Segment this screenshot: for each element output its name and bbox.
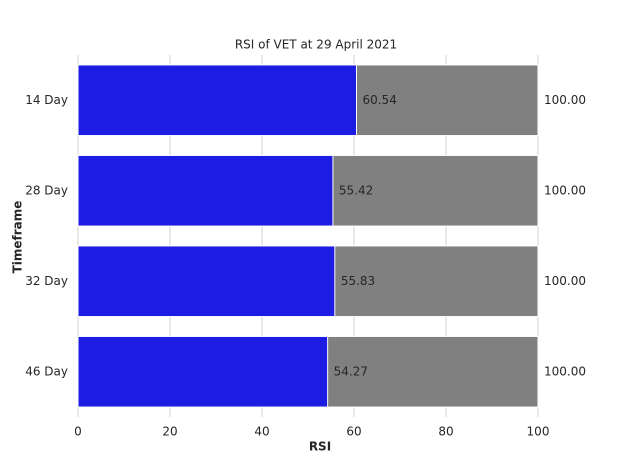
bar [77, 245, 336, 318]
value-label: 100.00 [544, 364, 586, 378]
value-label: 54.27 [334, 364, 368, 378]
bars: 14 Day 28 Day 32 Day 46 Day 100.00 100.00 100.… [25, 64, 586, 408]
value-label: 100.00 [544, 93, 586, 107]
chart-title: RSI of VET at 29 April 2021 [235, 38, 397, 52]
value-label: 100.00 [544, 274, 586, 288]
value-label: 55.42 [339, 183, 373, 197]
y-tick-label: 46 Day [25, 364, 68, 378]
value-label: 100.00 [544, 183, 586, 197]
y-tick-label: 14 Day [25, 93, 68, 107]
x-tick-label: 20 [162, 425, 177, 439]
bar [77, 335, 329, 408]
bar [77, 154, 334, 227]
x-tick-label: 80 [438, 425, 453, 439]
y-tick-label: 28 Day [25, 183, 68, 197]
x-tick-label: 0 [74, 425, 82, 439]
x-tick-label: 60 [346, 425, 361, 439]
value-label: 55.83 [341, 274, 375, 288]
x-tick-label: 100 [527, 425, 550, 439]
value-label: 60.54 [362, 93, 396, 107]
y-tick-label: 32 Day [25, 274, 68, 288]
x-tick-label: 40 [254, 425, 269, 439]
x-axis-label: RSI [309, 440, 331, 454]
bar [77, 64, 357, 137]
y-axis-label: Timeframe [11, 201, 25, 274]
